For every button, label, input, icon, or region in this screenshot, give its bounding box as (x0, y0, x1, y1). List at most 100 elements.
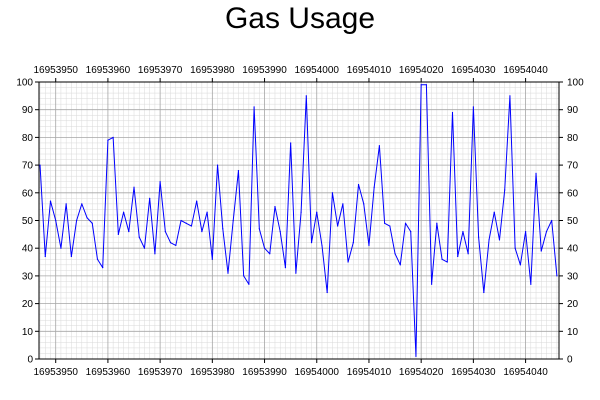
y-tick-label-left: 30 (22, 271, 34, 282)
x-tick-label-top: 16953990 (242, 65, 287, 76)
data-point (373, 186, 375, 188)
x-tick-label-bottom: 16954020 (399, 367, 444, 378)
data-point (530, 283, 532, 285)
data-point (232, 219, 234, 222)
data-point (498, 239, 501, 241)
data-point (274, 206, 276, 208)
data-point (357, 183, 360, 186)
y-tick-label-right: 50 (567, 216, 579, 227)
data-point (524, 230, 527, 233)
x-tick-label-bottom: 16954000 (295, 367, 340, 378)
x-tick-label-bottom: 16953960 (86, 367, 131, 378)
x-tick-label-top: 16953980 (190, 65, 235, 76)
data-point (86, 217, 88, 219)
chart-title: Gas Usage (224, 2, 376, 35)
data-point (483, 291, 485, 294)
data-point (378, 145, 381, 147)
data-point (316, 211, 318, 213)
y-tick-label-right: 60 (567, 188, 579, 199)
y-tick-label-left: 100 (16, 78, 33, 89)
data-point (263, 247, 266, 249)
data-point (300, 211, 302, 213)
data-point (122, 211, 125, 213)
data-point (70, 255, 72, 258)
data-point (472, 106, 474, 108)
data-point (321, 244, 323, 247)
data-point (243, 275, 245, 277)
data-point (175, 244, 177, 247)
data-point (551, 219, 553, 222)
data-point (49, 200, 52, 202)
y-tick-label-right: 40 (567, 244, 579, 255)
y-tick-label-right: 10 (567, 327, 579, 338)
data-point (467, 253, 469, 255)
data-point (138, 236, 140, 238)
data-point (384, 222, 386, 224)
data-point (431, 283, 433, 285)
data-point (493, 211, 495, 213)
x-tick-label-bottom: 16953990 (242, 367, 287, 378)
data-point (112, 136, 114, 138)
data-point (290, 142, 292, 144)
data-point (342, 203, 344, 205)
data-point (545, 230, 548, 233)
data-point (169, 242, 172, 244)
y-tick-label-left: 60 (22, 188, 34, 199)
data-point (154, 253, 156, 255)
y-tick-label-right: 0 (567, 355, 573, 366)
data-point (305, 95, 307, 97)
data-point (60, 247, 62, 249)
data-point (185, 222, 187, 224)
data-point (107, 139, 109, 141)
data-point (96, 258, 99, 260)
data-point (149, 197, 151, 199)
data-point (535, 172, 537, 175)
data-point (55, 219, 57, 222)
data-point (164, 230, 166, 233)
data-point (190, 225, 193, 227)
data-point (102, 266, 104, 269)
x-tick-label-top: 16954020 (399, 65, 444, 76)
data-point (279, 230, 281, 233)
data-point (269, 253, 271, 255)
y-tick-label-right: 70 (567, 161, 579, 172)
data-point (462, 230, 464, 233)
y-tick-label-right: 30 (567, 271, 579, 282)
data-point (44, 255, 46, 258)
x-tick-label-bottom: 16953950 (33, 367, 78, 378)
data-point (436, 222, 438, 224)
data-point (399, 264, 401, 266)
data-point (389, 225, 391, 227)
data-series (39, 84, 558, 357)
data-point (180, 219, 182, 222)
gas-usage-line (39, 84, 558, 357)
y-tick-label-right: 20 (567, 299, 579, 310)
data-point (201, 230, 203, 233)
data-point (39, 164, 41, 166)
x-tick-label-top: 16953950 (33, 65, 78, 76)
data-point (81, 203, 83, 205)
y-tick-label-left: 40 (22, 244, 34, 255)
y-tick-label-left: 0 (27, 355, 33, 366)
data-point (237, 170, 240, 172)
data-point (128, 230, 130, 233)
major-grid (39, 81, 559, 360)
x-tick-label-bottom: 16953980 (190, 367, 235, 378)
y-tick-label-left: 10 (22, 327, 34, 338)
data-point (514, 247, 516, 249)
data-point (347, 261, 349, 263)
x-tick-label-bottom: 16953970 (138, 367, 183, 378)
data-point (446, 261, 448, 263)
data-point (75, 219, 78, 222)
data-point (488, 239, 490, 241)
x-tick-label-top: 16953960 (86, 65, 131, 76)
data-point (504, 189, 506, 191)
y-tick-label-right: 80 (567, 133, 579, 144)
y-tick-label-right: 100 (567, 78, 584, 89)
data-point (441, 258, 443, 260)
data-point (222, 228, 224, 230)
data-point (258, 228, 260, 230)
x-tick-label-top: 16953970 (138, 65, 183, 76)
data-point (284, 266, 287, 269)
